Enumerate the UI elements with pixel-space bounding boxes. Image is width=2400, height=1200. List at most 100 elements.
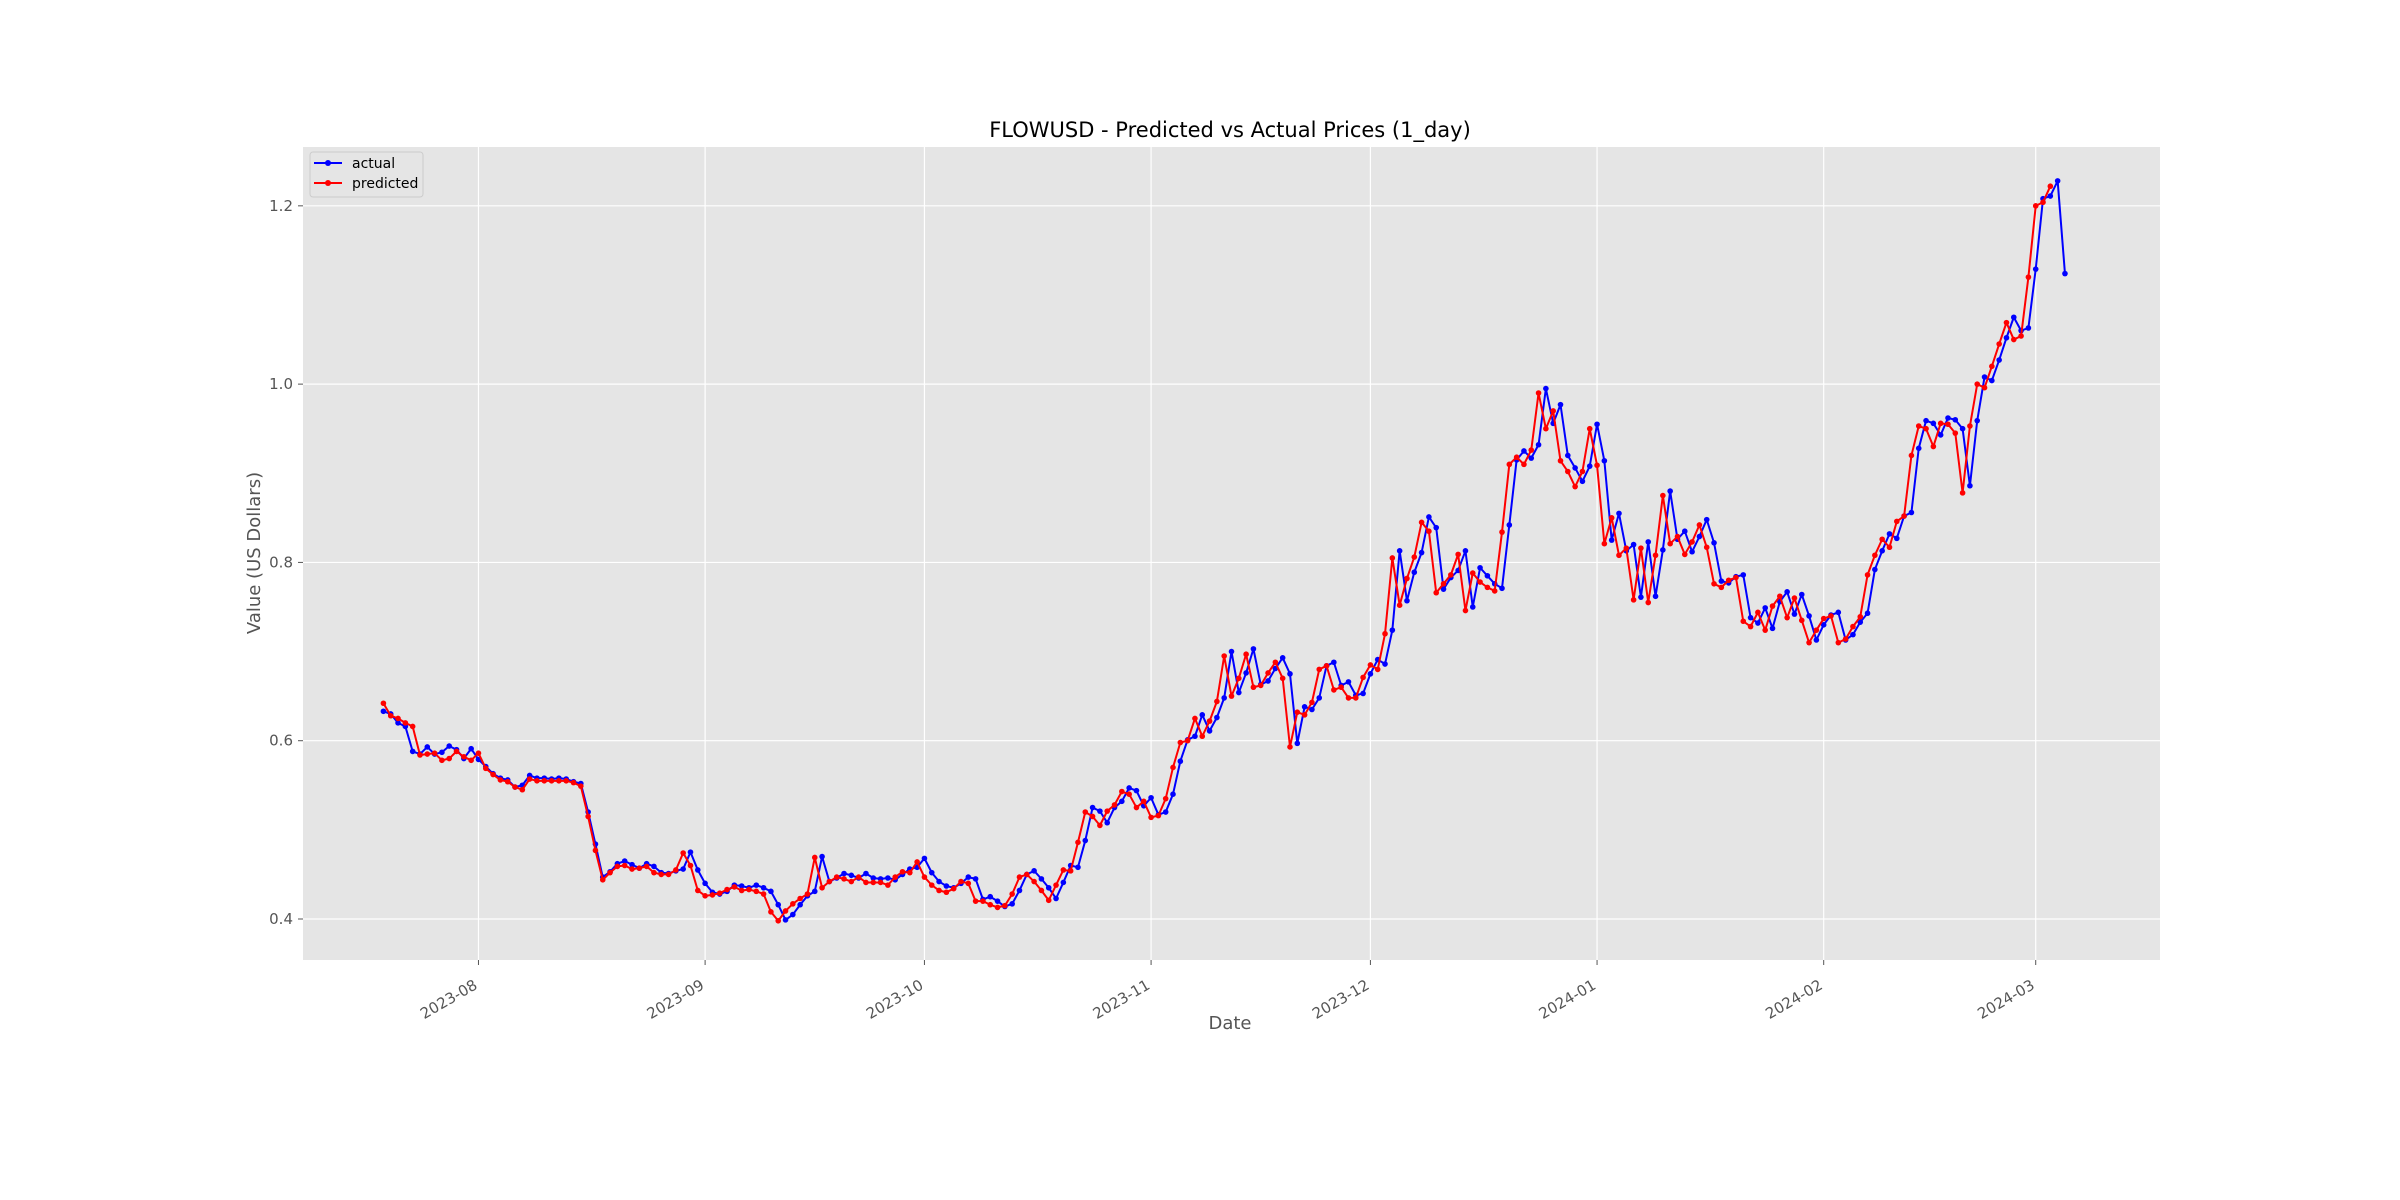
data-point-actual (695, 867, 701, 873)
data-point-actual (1162, 809, 1169, 815)
data-point-actual (1703, 516, 1710, 523)
legend-actual-label: actual (352, 156, 395, 172)
data-point-predicted (1279, 675, 1286, 682)
data-point-predicted (461, 753, 467, 760)
data-point-predicted (1967, 423, 1973, 429)
data-point-actual (1740, 572, 1747, 578)
data-point-actual (1228, 648, 1235, 655)
data-point-predicted (775, 917, 782, 924)
data-point-actual (1660, 547, 1666, 553)
data-point-predicted (402, 720, 409, 726)
data-point-actual (1667, 488, 1673, 494)
data-point-predicted (387, 712, 394, 719)
data-point-actual (1294, 740, 1301, 747)
data-point-actual (1572, 465, 1578, 471)
data-point-actual (1133, 787, 1140, 794)
data-point-actual (1462, 548, 1469, 554)
data-point-predicted (1784, 614, 1790, 621)
data-point-predicted (1857, 613, 1864, 620)
data-point-actual (1038, 876, 1045, 882)
series-layer (380, 178, 2068, 924)
data-point-predicted (1345, 695, 1352, 701)
data-point-actual (1769, 625, 1776, 632)
data-point-predicted (1338, 684, 1344, 691)
data-point-actual (1959, 425, 1966, 432)
data-point-actual (936, 878, 942, 885)
data-point-predicted (1740, 618, 1747, 625)
data-point-predicted (1469, 570, 1476, 576)
data-point-actual (439, 749, 445, 756)
data-point-predicted (1111, 802, 1118, 808)
data-point-actual (1755, 620, 1761, 626)
data-point-actual (1835, 609, 1842, 616)
data-point-actual (1696, 533, 1703, 540)
data-point-predicted (746, 886, 752, 893)
data-point-predicted (980, 898, 986, 904)
data-point-predicted (1594, 462, 1600, 469)
data-point-actual (987, 893, 994, 900)
data-point-predicted (643, 863, 650, 870)
data-point-predicted (1579, 468, 1586, 475)
data-point-actual (972, 876, 979, 882)
data-point-predicted (1996, 341, 2002, 347)
data-point-actual (863, 870, 869, 877)
data-point-predicted (1119, 788, 1125, 795)
data-point-predicted (1418, 519, 1425, 526)
data-point-actual (1089, 804, 1096, 811)
data-point-predicted (826, 878, 833, 885)
data-point-predicted (1148, 814, 1154, 821)
data-point-actual (1813, 637, 1820, 643)
data-point-actual (1806, 613, 1812, 619)
data-point-predicted (1323, 663, 1330, 669)
y-tick-label: 1.2 (269, 197, 293, 215)
data-point-actual (994, 898, 1001, 904)
data-point-predicted (548, 778, 555, 784)
data-point-actual (1850, 631, 1856, 638)
data-point-actual (2010, 314, 2017, 321)
data-point-actual (1053, 895, 1059, 902)
data-point-predicted (2010, 336, 2017, 343)
data-point-actual (1689, 548, 1695, 555)
data-point-predicted (1630, 597, 1637, 603)
data-point-actual (1345, 679, 1352, 685)
data-point-predicted (680, 850, 686, 856)
data-point-actual (775, 901, 782, 908)
data-point-predicted (1645, 599, 1652, 606)
data-point-predicted (1411, 554, 1418, 560)
data-point-actual (1762, 605, 1768, 611)
data-point-predicted (899, 868, 906, 875)
data-point-actual (2032, 266, 2039, 272)
data-point-predicted (2003, 319, 2010, 326)
data-point-predicted (409, 723, 416, 730)
data-point-actual (1221, 695, 1227, 701)
data-point-actual (1170, 791, 1176, 797)
data-point-actual (1608, 537, 1615, 543)
data-point-predicted (1360, 674, 1366, 681)
data-point-predicted (972, 898, 979, 904)
data-point-predicted (1674, 533, 1681, 540)
data-point-actual (1791, 611, 1798, 617)
data-point-predicted (1915, 423, 1922, 429)
data-point-actual (1967, 482, 1973, 489)
data-point-actual (1250, 646, 1257, 652)
data-point-predicted (1016, 874, 1023, 880)
data-point-actual (1440, 586, 1447, 592)
data-point-predicted (1813, 627, 1820, 633)
data-point-predicted (936, 887, 942, 894)
data-point-actual (943, 883, 950, 889)
data-point-predicted (782, 908, 789, 914)
data-point-predicted (1528, 447, 1535, 453)
data-point-predicted (1930, 443, 1937, 450)
data-point-predicted (439, 757, 445, 764)
data-point-actual (1747, 614, 1754, 621)
data-point-predicted (475, 750, 482, 756)
data-point-actual (1711, 540, 1717, 546)
data-point-actual (1521, 448, 1527, 454)
legend-actual-marker (325, 160, 331, 166)
data-point-actual (1630, 541, 1637, 548)
data-point-predicted (841, 876, 847, 882)
data-point-actual (1119, 798, 1125, 805)
data-point-actual (468, 745, 474, 752)
data-point-actual (1192, 733, 1198, 740)
data-point-actual (782, 917, 789, 923)
